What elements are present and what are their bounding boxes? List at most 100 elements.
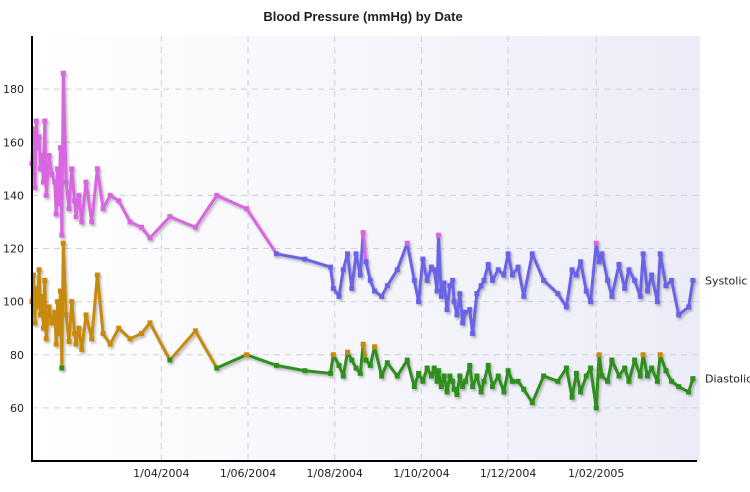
data-point <box>654 299 660 305</box>
data-point <box>495 267 501 273</box>
data-point <box>36 267 42 273</box>
data-point <box>35 145 41 151</box>
series-line-segment <box>610 358 621 378</box>
series-line-segment <box>451 278 456 304</box>
data-point <box>605 277 611 283</box>
data-point <box>357 272 363 278</box>
y-axis-ticks: 60 80 100 120 140 160 180 <box>3 83 24 415</box>
data-point <box>555 378 561 384</box>
data-point <box>588 299 594 305</box>
data-point <box>79 346 85 352</box>
series-line-segment <box>486 262 494 282</box>
data-point <box>447 283 453 289</box>
data-point <box>424 277 430 283</box>
data-point <box>686 389 692 395</box>
data-point <box>573 370 579 376</box>
data-point <box>57 288 63 294</box>
series-line-segment <box>274 252 307 261</box>
series-line-segment <box>274 363 307 373</box>
data-point <box>127 219 133 225</box>
data-point <box>302 368 308 374</box>
x-tick-label: 1/12/2004 <box>480 467 536 480</box>
data-point <box>327 264 333 270</box>
series-line-segment <box>361 342 368 362</box>
data-point <box>478 283 484 289</box>
data-point <box>431 267 437 273</box>
data-point <box>583 288 589 294</box>
data-point <box>192 328 198 334</box>
data-point <box>441 280 447 286</box>
data-point <box>462 309 468 315</box>
data-point <box>107 192 113 198</box>
data-point <box>302 256 308 262</box>
series-line-segment <box>303 369 332 375</box>
series-line-segment <box>655 252 662 304</box>
series-systolic <box>29 70 696 336</box>
series-line-segment <box>245 207 278 256</box>
series-line-segment <box>670 278 681 317</box>
x-axis-ticks: 1/04/2004 1/06/2004 1/08/2004 1/10/2004 1/12… <box>133 467 624 480</box>
data-point <box>460 320 466 326</box>
data-point <box>83 312 89 318</box>
data-point <box>57 145 63 151</box>
data-point <box>100 206 106 212</box>
y-tick-label: 140 <box>3 189 24 202</box>
data-point <box>192 224 198 230</box>
x-tick-label: 1/02/2005 <box>568 467 624 480</box>
data-point <box>505 368 511 374</box>
series-line-segment <box>658 252 668 288</box>
data-point <box>40 325 46 331</box>
data-point <box>59 232 65 238</box>
series-line-segment <box>395 358 409 378</box>
data-point <box>578 259 584 265</box>
data-point <box>52 179 58 185</box>
data-point <box>444 389 450 395</box>
x-tick-label: 1/04/2004 <box>133 467 189 480</box>
series-line-segment <box>623 268 631 290</box>
data-point <box>404 240 410 246</box>
data-point <box>481 277 487 283</box>
data-point <box>330 352 336 358</box>
data-point <box>515 264 521 270</box>
data-point <box>43 336 49 342</box>
series-line-segment <box>606 358 614 383</box>
y-tick-label: 120 <box>3 243 24 256</box>
data-point <box>100 331 106 336</box>
data-point <box>340 267 346 273</box>
data-point <box>94 272 100 278</box>
series-line-segment <box>193 329 219 370</box>
data-point <box>363 357 369 363</box>
data-point <box>66 206 72 212</box>
data-point <box>521 386 527 392</box>
series-line-segment <box>373 345 384 378</box>
data-point <box>43 192 49 198</box>
data-point <box>583 373 589 379</box>
data-point <box>394 267 400 273</box>
series-line-segment <box>564 366 574 399</box>
data-point <box>626 378 632 384</box>
data-point <box>495 373 501 379</box>
data-point <box>367 362 373 368</box>
data-point <box>35 304 41 310</box>
series-line-segment <box>80 180 88 224</box>
data-point <box>637 373 643 379</box>
data-point <box>214 365 220 371</box>
data-point <box>474 373 480 379</box>
series-line-segment <box>385 268 399 288</box>
data-point <box>521 293 527 299</box>
data-point <box>578 389 584 395</box>
x-tick-label: 1/08/2004 <box>307 467 363 480</box>
data-point <box>69 166 75 172</box>
series-line-segment <box>245 353 278 367</box>
data-point <box>63 312 69 318</box>
series-line-segment <box>95 273 105 335</box>
data-point <box>89 219 95 225</box>
data-point <box>394 373 400 379</box>
data-point <box>56 331 62 336</box>
data-point <box>444 307 450 313</box>
series-line-segment <box>364 260 372 282</box>
series-line-segment <box>405 241 416 282</box>
data-point <box>116 325 122 331</box>
series-line-segment <box>215 193 249 211</box>
data-point <box>66 338 72 344</box>
